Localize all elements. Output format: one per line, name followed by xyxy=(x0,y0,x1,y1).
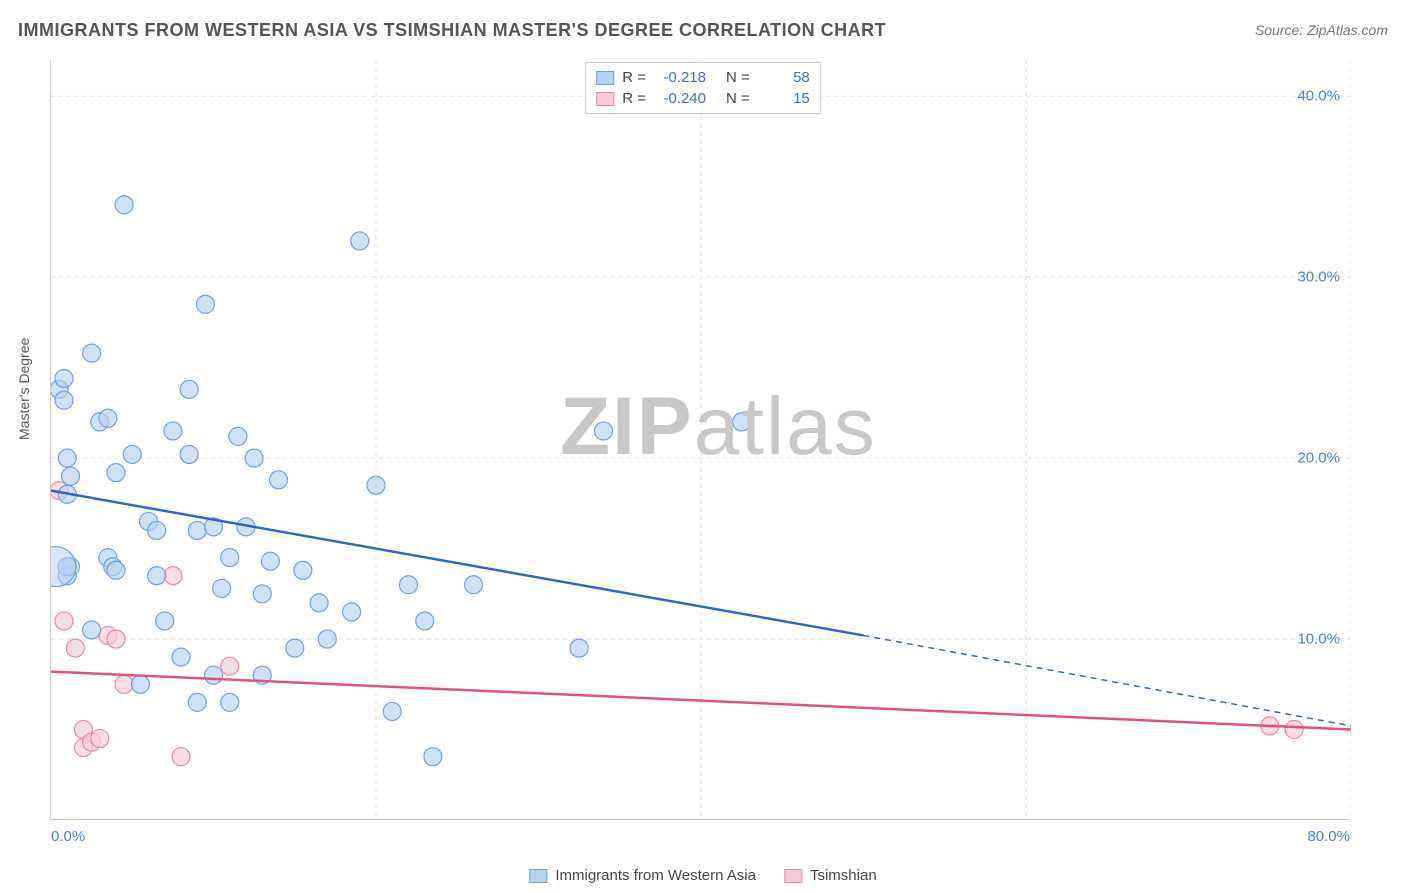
ytick-label: 30.0% xyxy=(1297,269,1340,286)
stat-n-label: N = xyxy=(726,69,750,86)
source-label: Source: ZipAtlas.com xyxy=(1255,22,1388,38)
legend-label-blue: Immigrants from Western Asia xyxy=(555,867,756,884)
legend-item-blue: Immigrants from Western Asia xyxy=(529,867,756,884)
plot-area: 10.0%20.0%30.0%40.0%0.0%80.0% xyxy=(50,60,1350,820)
legend-swatch-pink-icon xyxy=(784,869,802,883)
legend-item-pink: Tsimshian xyxy=(784,867,877,884)
stat-n-label: N = xyxy=(726,90,750,107)
stat-n-pink: 15 xyxy=(758,90,810,107)
stats-row-blue: R = -0.218 N = 58 xyxy=(596,67,810,88)
chart-title: IMMIGRANTS FROM WESTERN ASIA VS TSIMSHIA… xyxy=(18,20,886,41)
swatch-pink-icon xyxy=(596,92,614,106)
ytick-label: 20.0% xyxy=(1297,450,1340,467)
y-axis-label: Master's Degree xyxy=(16,338,32,440)
stat-r-label: R = xyxy=(622,90,646,107)
swatch-blue-icon xyxy=(596,71,614,85)
xtick-label: 0.0% xyxy=(51,828,85,845)
stats-row-pink: R = -0.240 N = 15 xyxy=(596,88,810,109)
chart-svg xyxy=(51,60,1351,820)
legend-label-pink: Tsimshian xyxy=(810,867,877,884)
stat-r-pink: -0.240 xyxy=(654,90,706,107)
stat-r-label: R = xyxy=(622,69,646,86)
stat-n-blue: 58 xyxy=(758,69,810,86)
ytick-label: 10.0% xyxy=(1297,631,1340,648)
stats-box: R = -0.218 N = 58 R = -0.240 N = 15 xyxy=(585,62,821,114)
stat-r-blue: -0.218 xyxy=(654,69,706,86)
legend-swatch-blue-icon xyxy=(529,869,547,883)
ytick-label: 40.0% xyxy=(1297,88,1340,105)
legend-bottom: Immigrants from Western Asia Tsimshian xyxy=(529,867,876,884)
xtick-label: 80.0% xyxy=(1307,828,1350,845)
